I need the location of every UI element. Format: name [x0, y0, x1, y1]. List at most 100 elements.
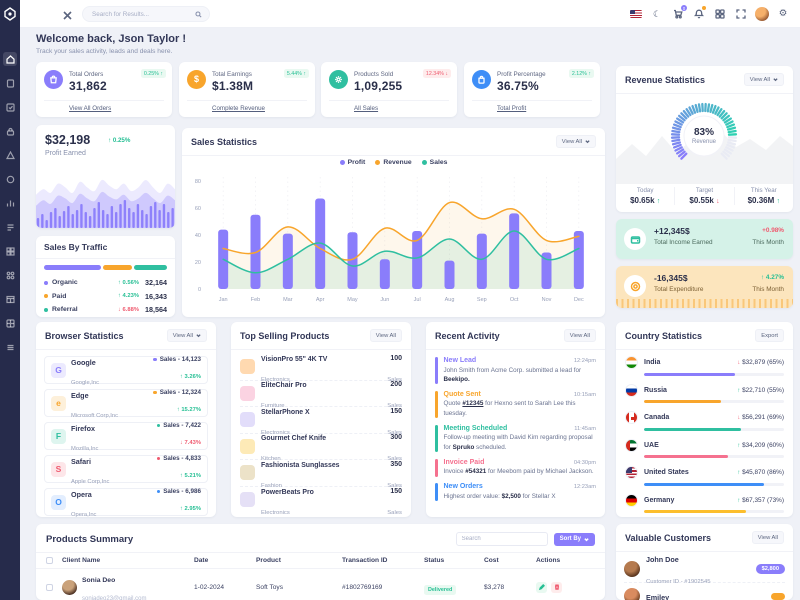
stat-label: Total Earnings — [212, 71, 252, 78]
stat-label: Total Orders — [69, 71, 104, 78]
grid-apps-icon[interactable] — [713, 7, 727, 21]
customer-row-john-doe[interactable]: John Doe Customer ID - #1902545 $2,800 — [624, 555, 785, 585]
sidebar-icon-widgets[interactable] — [3, 244, 17, 258]
view-all-orders-link[interactable]: View All Orders — [69, 105, 112, 112]
table-header: Client Name Date Product Transaction ID … — [36, 552, 605, 569]
legend-dot — [44, 294, 48, 299]
coin-icon — [624, 275, 646, 297]
avatar — [62, 579, 77, 595]
export-button[interactable]: Export — [755, 329, 784, 342]
moon-icon[interactable]: ☾ — [652, 8, 662, 19]
avatar — [624, 561, 640, 577]
global-search[interactable] — [82, 6, 210, 22]
total-profit-link[interactable]: Total Profit — [497, 105, 527, 112]
profit-change: ↑ 0.25% — [108, 137, 131, 144]
sidebar-icon-charts[interactable] — [3, 196, 17, 210]
profit-value: $32,198 — [45, 133, 91, 147]
stat-badge: 5.44% ↑ — [283, 69, 309, 78]
product-image — [240, 385, 255, 401]
country-row-canada: Canada ↓ $56,291 (69%) — [625, 411, 784, 438]
svg-text:Feb: Feb — [251, 297, 260, 303]
welcome-header: Welcome back, Json Taylor ! Track your s… — [36, 33, 186, 55]
chevron-down-icon — [585, 140, 590, 144]
browser-row-firefox[interactable]: F Firefox Mozilla,Inc Sales - 7,422 ↓ 7.43… — [44, 422, 208, 452]
stat-value: $1.38M — [212, 79, 254, 93]
country-row-germany: Germany ↑ $67,357 (73%) — [625, 493, 784, 521]
view-all-button[interactable]: View All — [751, 531, 784, 544]
status-badge: Delivered — [424, 585, 457, 595]
sidebar-icon-alerts[interactable] — [3, 148, 17, 162]
top-selling-products-card: Top Selling Products View All VisionPro … — [231, 322, 411, 517]
view-all-button[interactable]: View All — [563, 329, 596, 342]
safari-logo: S — [51, 461, 66, 477]
total-expenditure-card: -16,345$ Total Expenditure ↑ 4.27% This … — [616, 266, 793, 308]
stat-card-products-sold: Products Sold 1,09,255 12.34% ↓ All Sale… — [321, 62, 457, 117]
delete-button[interactable] — [551, 581, 562, 593]
edge-logo: e — [51, 395, 66, 411]
sales-statistics-chart: 0 20 40 60 80 Jan Feb Mar Apr May Jun Jul Aug Sep Oct N… — [195, 177, 584, 303]
amount-badge: $2,800 — [755, 564, 785, 574]
search-input[interactable] — [90, 9, 195, 19]
complete-revenue-link[interactable]: Complete Revenue — [212, 105, 265, 112]
sidebar-icon-pages[interactable] — [3, 76, 17, 90]
revenue-this-year: This Year $0.36M ↑ — [733, 187, 793, 205]
avatar[interactable] — [755, 7, 769, 21]
chevron-down-icon — [196, 334, 201, 338]
revenue-target: Target $0.55k ↓ — [674, 187, 733, 205]
cart-icon[interactable]: 0 — [671, 5, 687, 21]
product-row[interactable]: Gourmet Chef Knife Kitchen 300 Sales — [240, 434, 402, 462]
edit-button[interactable] — [536, 581, 547, 593]
income-period: This Month — [752, 239, 784, 246]
sidebar-icon-forms[interactable] — [3, 220, 17, 234]
product-row[interactable]: PowerBeats Pro Electronics 150 Sales — [240, 487, 402, 516]
sidebar-icon-tasks[interactable] — [3, 100, 17, 114]
browser-row-safari[interactable]: S Safari Apple Corp,Inc Sales - 4,833 ↑ 5.… — [44, 455, 208, 485]
customer-row-emiley[interactable]: Emiley — [624, 583, 785, 600]
app-logo[interactable] — [3, 7, 17, 21]
settings-gear-icon[interactable]: ⚙ — [778, 8, 788, 20]
svg-text:Jul: Jul — [414, 297, 421, 303]
stat-label: Products Sold — [354, 71, 394, 78]
row-checkbox[interactable] — [46, 583, 53, 591]
select-all-checkbox[interactable] — [46, 557, 53, 564]
uae-flag-icon — [625, 438, 638, 452]
expenditure-value: -16,345$ — [654, 273, 688, 283]
fullscreen-icon[interactable] — [734, 7, 748, 21]
close-icon[interactable] — [62, 8, 73, 20]
activity-item-new-lead: New Lead 12:24pm John Smith from Acme Cor… — [435, 357, 596, 385]
activity-item-quote-sent: Quote Sent 10:15am Quote #12345 for Hexno… — [435, 390, 596, 419]
sidebar-icon-home[interactable] — [3, 52, 17, 66]
svg-text:80: 80 — [195, 179, 201, 185]
svg-text:40: 40 — [195, 233, 201, 239]
sidebar-icon-menu[interactable] — [3, 340, 17, 354]
browser-row-edge[interactable]: e Edge Microsoft Corp,Inc Sales - 12,324 ↑… — [44, 389, 208, 419]
country-row-russia: Russia ↑ $22,710 (55%) — [625, 383, 784, 411]
product-row[interactable]: VisionPro 55" 4K TV Electronics 100 Sales — [240, 354, 402, 383]
sidebar-icon-auth[interactable] — [3, 124, 17, 138]
stat-value: 31,862 — [69, 79, 107, 93]
product-row[interactable]: EliteChair Pro Furniture 200 Sales — [240, 381, 402, 409]
browser-row-opera[interactable]: O Opera Opera,Inc Sales - 6,986 ↑ 2.95% — [44, 488, 208, 518]
all-sales-link[interactable]: All Sales — [354, 105, 379, 112]
bell-icon[interactable] — [692, 6, 706, 21]
activity-item-new-orders: New Orders 12:23am Highest order value: $… — [435, 483, 596, 501]
table-search-input[interactable] — [455, 532, 548, 546]
product-row[interactable]: StellarPhone X Electronics 150 Sales — [240, 407, 402, 436]
gauge-label: Revenue — [691, 139, 717, 145]
profit-earned-card: $32,198 ↑ 0.25% Profit Earned — [36, 125, 175, 228]
product-image — [240, 492, 255, 508]
sidebar-icon-tables[interactable] — [3, 292, 17, 306]
revenue-today: Today $0.65k ↑ — [630, 187, 661, 205]
view-all-button[interactable]: View All — [743, 73, 784, 86]
svg-text:May: May — [347, 297, 358, 303]
view-all-button[interactable]: View All — [369, 329, 402, 342]
sidebar-icon-apps[interactable] — [3, 268, 17, 282]
browser-row-google[interactable]: G Google Google,Inc Sales - 14,123 ↑ 3.26% — [44, 356, 208, 386]
product-row[interactable]: Fashionista Sunglasses Fashion 350 Sales — [240, 460, 402, 489]
view-all-button[interactable]: View All — [555, 135, 596, 148]
us-flag-icon[interactable] — [629, 7, 643, 21]
view-all-button[interactable]: View All — [166, 329, 207, 342]
sidebar-icon-icons[interactable] — [3, 172, 17, 186]
sidebar-icon-grid[interactable] — [3, 316, 17, 330]
sort-by-button[interactable]: Sort By — [553, 532, 595, 546]
